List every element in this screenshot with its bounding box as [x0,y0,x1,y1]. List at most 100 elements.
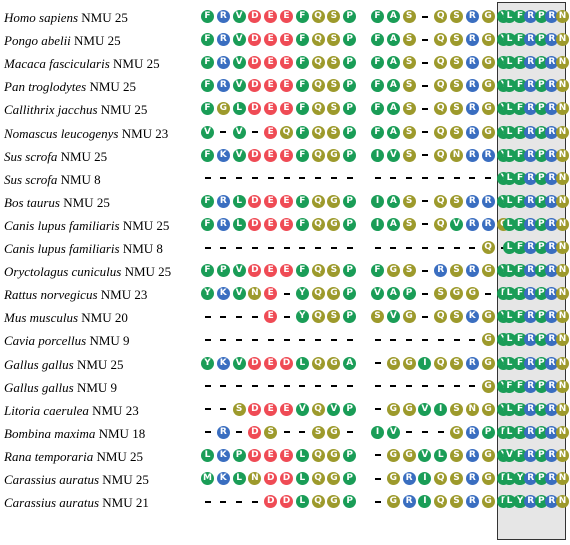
residue-circle: F [513,33,527,47]
residue-circle: P [534,356,548,370]
residue-circle: Q [434,356,448,370]
peptide-tag: NMU 25 [76,356,124,372]
residue-circle: F [513,333,527,347]
residue-circle: Q [311,448,325,462]
alignment-gap [421,131,428,133]
residue-circle: E [264,287,278,301]
species-name: Canis lupus familiaris [4,217,120,233]
residue-circle: N [556,425,569,439]
residue-circle: D [248,148,262,162]
residue-circle: R [481,217,495,231]
residue-circle: R [465,264,479,278]
residue-circle: F [201,102,214,116]
alignment-gap [283,246,290,249]
residue-circle: V [386,425,400,439]
residue-circle: N [556,148,569,162]
residue-circle: R [524,379,538,393]
residue-circle: P [534,379,548,393]
residue-circle: P [534,102,548,116]
species-label: Callithrix jacchus NMU 25 [4,100,147,120]
alignment-gap [421,269,428,272]
residue-circle: E [264,264,278,278]
alignment-gap [220,385,227,388]
residue-circle: K [216,356,230,370]
residue-circle: G [402,356,416,370]
residue-circle: E [264,125,278,139]
residue-circle: G [402,310,416,324]
residue-circle: V [503,448,516,462]
residue-circle: N [556,217,569,231]
residue-circle: F [371,79,384,93]
residue-circle: L [503,402,516,416]
residue-circle: G [386,495,400,509]
residue-circle: F [295,194,309,208]
alignment-gap [204,177,211,180]
alignment-gap [236,246,243,249]
residue-circle: E [280,194,293,208]
residue-circle: E [264,194,278,208]
residue-circle: R [465,33,479,47]
residue-circle: F [201,217,214,231]
residue-circle: F [201,56,214,70]
residue-circle: F [513,125,527,139]
residue-circle: Q [434,495,448,509]
residue-circle: N [556,356,569,370]
residue-circle: R [216,217,230,231]
alignment-gap [374,477,381,480]
residue-circle: G [481,102,495,116]
alignment-gap [267,385,274,388]
residue-circle: R [524,495,538,509]
residue-circle: P [481,425,495,439]
peptide-tag: NMU 23 [100,287,148,303]
residue-circle: L [503,171,516,185]
residue-circle: L [503,310,516,324]
residue-circle: P [534,264,548,278]
residue-circle: F [295,56,309,70]
species-label: Bombina maxima NMU 18 [4,424,145,444]
residue-circle: S [450,33,463,47]
residue-circle: N [465,402,479,416]
residue-circle: Q [311,217,325,231]
residue-circle: R [465,102,479,116]
residue-circle: R [545,33,559,47]
residue-circle: P [534,287,548,301]
alignment-gap [315,246,322,249]
species-name: Litoria caerulea [4,402,89,418]
residue-circle: R [545,402,559,416]
residue-circle: L [295,448,309,462]
alignment-gap [251,246,258,249]
species-label: Nomascus leucogenys NMU 23 [4,124,168,144]
residue-circle: E [280,33,293,47]
alignment-gap [299,246,306,249]
residue-circle: P [343,56,357,70]
residue-circle: A [343,356,357,370]
residue-circle: Q [481,241,495,254]
alignment-gap [421,84,428,87]
residue-circle: Q [311,33,325,47]
alignment-gap [330,177,337,180]
residue-circle: N [556,448,569,462]
residue-circle: N [556,310,569,324]
residue-circle: N [556,402,569,416]
residue-circle: P [534,217,548,231]
residue-circle: R [545,102,559,116]
residue-circle: G [481,333,495,347]
residue-circle: R [524,241,538,254]
alignment-gap [236,385,243,388]
residue-circle: S [450,472,463,485]
residue-circle: P [534,448,548,462]
residue-circle: F [513,194,527,208]
residue-circle: R [216,33,230,47]
residue-circle: R [545,425,559,439]
residue-circle: Q [434,10,448,23]
alignment-gap [374,246,381,249]
residue-circle: S [450,10,463,23]
peptide-tag: NMU 8 [60,171,101,187]
species-name: Bos taurus [4,194,60,210]
residue-circle: E [280,448,293,462]
alignment-gap [283,338,290,341]
residue-circle: L [295,472,309,485]
peptide-tag: NMU 8 [122,241,163,256]
residue-circle: A [386,10,400,23]
peptide-tag: NMU 23 [121,125,169,141]
